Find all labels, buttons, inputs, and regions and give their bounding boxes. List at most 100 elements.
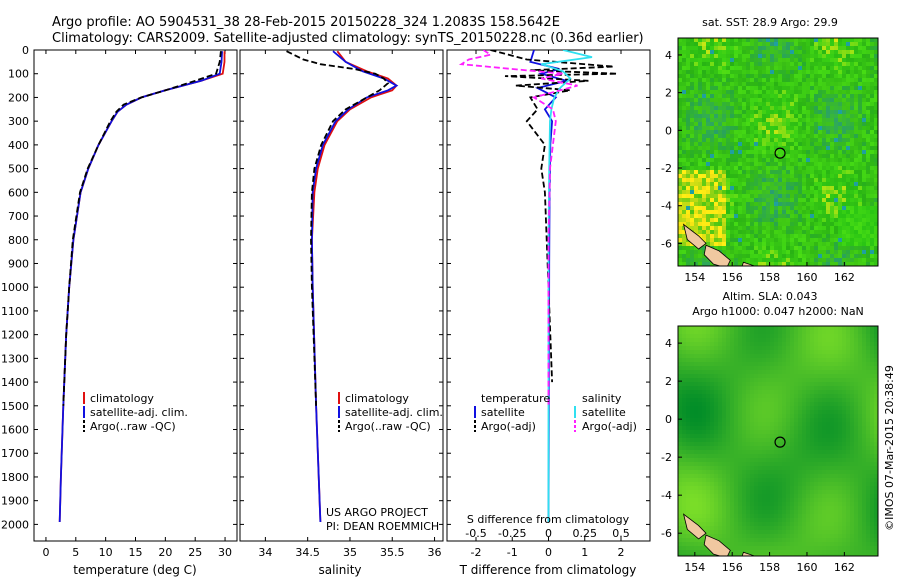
map-cell — [714, 446, 719, 451]
map-cell — [758, 182, 763, 187]
map-cell — [710, 110, 715, 115]
map-cell — [702, 174, 707, 179]
map-cell — [838, 422, 843, 427]
map-cell — [778, 394, 783, 399]
map-cell — [770, 78, 775, 83]
map-cell — [766, 150, 771, 155]
map-cell — [766, 430, 771, 435]
map-cell — [742, 146, 747, 151]
map-cell — [678, 398, 683, 403]
map-cell — [802, 458, 807, 463]
map-cell — [778, 142, 783, 147]
map-cell — [826, 114, 831, 119]
map-cell — [874, 194, 878, 199]
map-cell — [782, 126, 787, 131]
map-cell — [762, 410, 767, 415]
map-cell — [754, 182, 759, 187]
map-cell — [814, 178, 819, 183]
map-cell — [810, 70, 815, 75]
map-cell — [686, 186, 691, 191]
map-cell — [698, 90, 703, 95]
map-cell — [786, 442, 791, 447]
map-cell — [826, 194, 831, 199]
map-cell — [846, 430, 851, 435]
map-cell — [846, 122, 851, 127]
map-cell — [842, 114, 847, 119]
map-cell — [810, 458, 815, 463]
map-cell — [722, 430, 727, 435]
map-cell — [874, 466, 878, 471]
depth-tick-label: 1600 — [1, 424, 29, 437]
map-cell — [722, 38, 727, 43]
map-cell — [846, 58, 851, 63]
map-cell — [710, 366, 715, 371]
map-cell — [694, 378, 699, 383]
map-cell — [810, 410, 815, 415]
map-cell — [698, 326, 703, 331]
map-cell — [762, 426, 767, 431]
map-cell — [850, 418, 855, 423]
map-cell — [822, 398, 827, 403]
map-cell — [750, 206, 755, 211]
map-cell — [734, 138, 739, 143]
map-cell — [710, 230, 715, 235]
map-cell — [710, 358, 715, 363]
map-cell — [758, 370, 763, 375]
map-cell — [850, 198, 855, 203]
map-cell — [786, 406, 791, 411]
map-cell — [818, 74, 823, 79]
map-cell — [846, 198, 851, 203]
map-cell — [818, 406, 823, 411]
map-cell — [746, 58, 751, 63]
map-cell — [786, 126, 791, 131]
map-cell — [774, 166, 779, 171]
map-cell — [726, 366, 731, 371]
map-cell — [854, 238, 859, 243]
map-cell — [814, 398, 819, 403]
map-cell — [798, 154, 803, 159]
map-cell — [830, 470, 835, 475]
map-cell — [758, 250, 763, 255]
map-cell — [818, 374, 823, 379]
map-cell — [766, 142, 771, 147]
map-cell — [854, 258, 859, 263]
map-cell — [834, 246, 839, 251]
map-cell — [694, 418, 699, 423]
map-cell — [750, 138, 755, 143]
map-cell — [694, 182, 699, 187]
map-cell — [858, 382, 863, 387]
map-cell — [838, 330, 843, 335]
series-line-argo-raw-qc- — [286, 50, 390, 406]
map-cell — [830, 438, 835, 443]
map-cell — [718, 206, 723, 211]
map-cell — [742, 334, 747, 339]
map-cell — [794, 150, 799, 155]
map-cell — [782, 394, 787, 399]
map-cell — [786, 66, 791, 71]
map-cell — [798, 194, 803, 199]
map-cell — [742, 394, 747, 399]
map-cell — [858, 166, 863, 171]
map-cell — [854, 230, 859, 235]
map-cell — [770, 238, 775, 243]
map-cell — [866, 346, 871, 351]
map-cell — [818, 398, 823, 403]
map-cell — [830, 122, 835, 127]
map-cell — [858, 182, 863, 187]
map-cell — [854, 242, 859, 247]
map-cell — [850, 430, 855, 435]
map-cell — [858, 346, 863, 351]
map-cell — [738, 406, 743, 411]
map-cell — [762, 238, 767, 243]
map-cell — [750, 158, 755, 163]
map-cell — [694, 66, 699, 71]
map-cell — [738, 58, 743, 63]
map-cell — [822, 102, 827, 107]
map-cell — [718, 174, 723, 179]
map-cell — [726, 470, 731, 475]
map-cell — [818, 386, 823, 391]
map-cell — [794, 434, 799, 439]
map-cell — [694, 62, 699, 67]
map-cell — [706, 178, 711, 183]
map-cell — [810, 150, 815, 155]
